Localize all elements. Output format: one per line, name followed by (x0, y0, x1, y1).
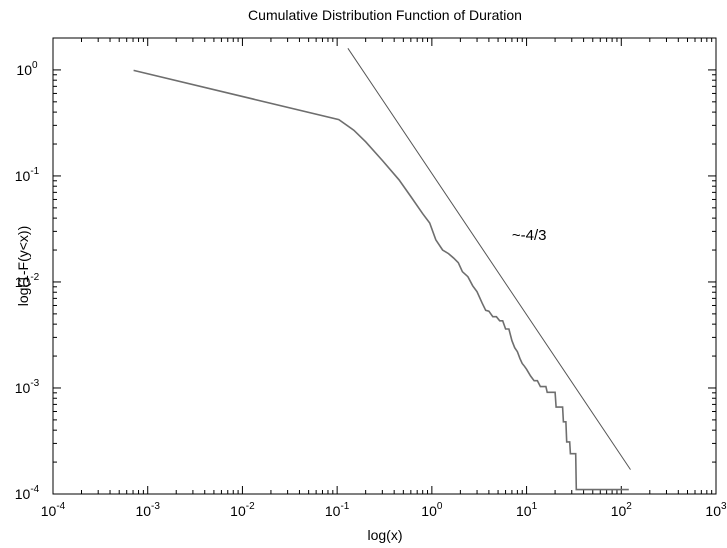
x-tick-label: 10-2 (230, 501, 255, 519)
x-tick-label: 10-1 (325, 501, 350, 519)
y-axis-ticks: 10-4 10-3 10-2 10-1 100 (15, 37, 716, 502)
series-line-1 (347, 48, 631, 470)
x-tick-label: 101 (516, 501, 538, 519)
x-tick-label: 100 (421, 501, 443, 519)
x-tick-label: 102 (611, 501, 633, 519)
plot-frame (52, 37, 717, 495)
y-tick-label: 10-2 (15, 272, 40, 290)
series-line-0 (133, 69, 629, 491)
x-axis-label: log(x) (367, 527, 402, 543)
y-tick-label: 10-1 (15, 166, 40, 184)
slope-annotation: ~-4/3 (512, 227, 547, 244)
y-tick-label: 10-3 (15, 378, 40, 396)
series-layer (133, 48, 631, 491)
y-tick-label: 10-4 (15, 484, 40, 502)
x-tick-label: 10-3 (135, 501, 160, 519)
chart-title: Cumulative Distribution Function of Dura… (248, 7, 522, 23)
y-axis-label: log(1-F(y<x)) (15, 226, 31, 307)
x-tick-label: 103 (705, 501, 727, 519)
annotation-layer: ~-4/3 (512, 227, 547, 244)
x-tick-label: 10-4 (41, 501, 66, 519)
x-axis-ticks: 10-4 10-3 10-2 10-1 100 101 102 103 (41, 38, 727, 519)
y-tick-label: 100 (16, 60, 38, 78)
